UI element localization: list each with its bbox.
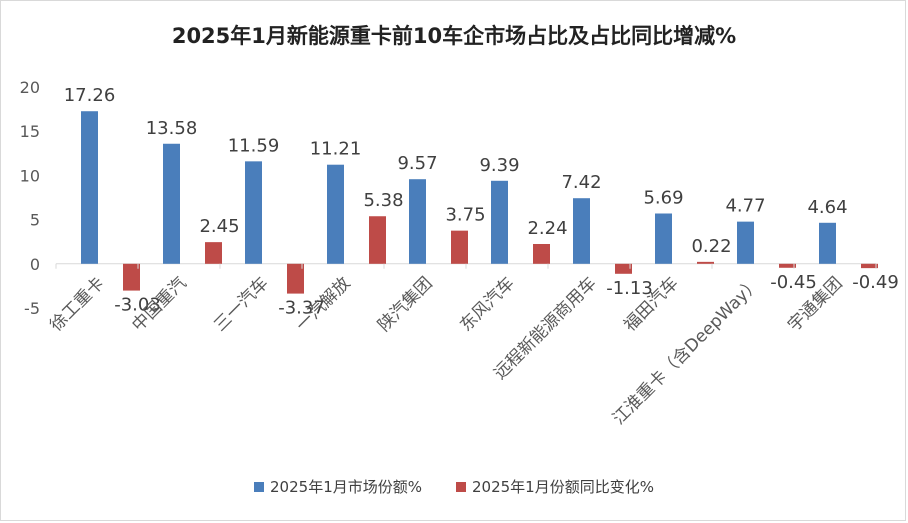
bar-yoy-change: [861, 263, 878, 269]
x-category-label: 东风汽车: [456, 273, 518, 335]
data-label-market-share: 13.58: [146, 118, 198, 139]
y-tick-label: 10: [20, 166, 40, 185]
data-label-yoy-change: -1.13: [606, 278, 653, 299]
bar-market-share: [327, 164, 344, 264]
legend-item-change: 2025年1月份额同比变化%: [456, 476, 654, 497]
legend-swatch-change: [456, 481, 466, 492]
bar-market-share: [81, 111, 98, 264]
data-label-market-share: 7.42: [561, 172, 601, 193]
x-category-label: 三一汽车: [210, 273, 272, 335]
legend-label-change: 2025年1月份额同比变化%: [472, 478, 654, 496]
bar-yoy-change: [615, 263, 632, 274]
x-category-label: 徐工重卡: [46, 273, 108, 335]
data-label-yoy-change: -0.49: [852, 272, 899, 293]
x-category-label: 陕汽集团: [374, 273, 436, 335]
bar-market-share: [655, 213, 672, 264]
bar-market-share: [491, 180, 508, 264]
chart-title: 2025年1月新能源重卡前10车企市场占比及占比同比增减%: [171, 24, 737, 48]
data-label-yoy-change: -0.45: [770, 272, 817, 293]
bar-yoy-change: [779, 263, 796, 268]
bar-market-share: [737, 221, 754, 264]
data-label-yoy-change: -3.03: [114, 295, 161, 316]
data-label-yoy-change: 0.22: [691, 236, 731, 257]
data-label-market-share: 9.39: [479, 155, 519, 176]
bar-market-share: [163, 143, 180, 264]
data-label-yoy-change: -3.37: [278, 298, 325, 319]
bar-market-share: [819, 222, 836, 264]
bar-yoy-change: [533, 243, 550, 264]
legend-item-share: 2025年1月市场份额%: [254, 476, 422, 497]
bar-yoy-change: [697, 261, 714, 264]
bar-yoy-change: [451, 230, 468, 264]
bar-yoy-change: [123, 263, 140, 291]
bar-yoy-change: [369, 216, 386, 264]
bar-market-share: [409, 179, 426, 264]
y-tick-label: 15: [20, 122, 40, 141]
y-tick-label: -5: [24, 299, 40, 318]
data-label-market-share: 17.26: [64, 85, 116, 106]
legend-swatch-share: [254, 481, 265, 492]
data-label-market-share: 4.64: [807, 197, 847, 218]
data-label-yoy-change: 2.45: [199, 216, 239, 237]
data-label-market-share: 5.69: [643, 188, 683, 209]
y-tick-label: 5: [30, 211, 40, 230]
bar-market-share: [573, 198, 590, 264]
data-label-market-share: 11.21: [310, 139, 362, 160]
data-label-market-share: 4.77: [725, 196, 765, 217]
data-label-yoy-change: 3.75: [445, 205, 485, 226]
y-tick-label: 0: [30, 255, 40, 274]
bar-yoy-change: [287, 263, 304, 294]
bar-yoy-change: [205, 242, 222, 264]
legend-label-share: 2025年1月市场份额%: [270, 478, 422, 496]
legend: 2025年1月市场份额% 2025年1月份额同比变化%: [0, 476, 908, 497]
data-label-yoy-change: 5.38: [363, 190, 403, 211]
bar-market-share: [245, 161, 262, 264]
data-label-market-share: 11.59: [228, 135, 280, 156]
y-tick-label: 20: [20, 78, 40, 97]
data-label-yoy-change: 2.24: [527, 218, 567, 239]
data-label-market-share: 9.57: [397, 153, 437, 174]
